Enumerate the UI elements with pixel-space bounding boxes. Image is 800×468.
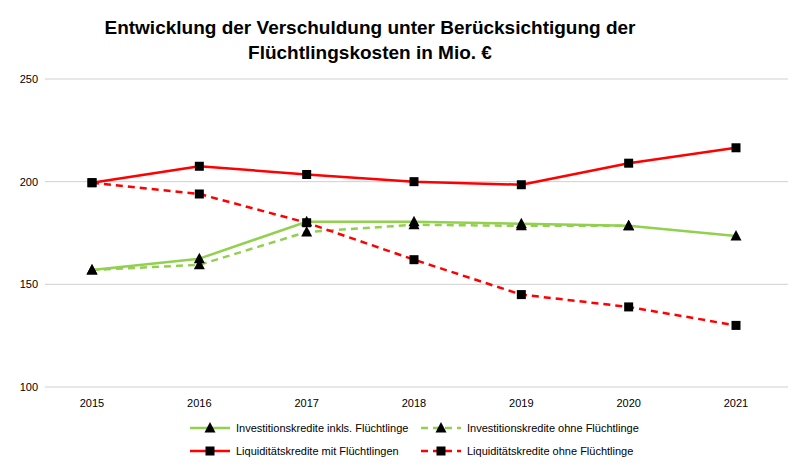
series-marker bbox=[87, 264, 98, 275]
legend-marker bbox=[206, 447, 215, 456]
legend-item: Investitionskredite inkls. Flüchtlinge bbox=[190, 422, 408, 434]
series-marker bbox=[516, 220, 527, 231]
y-tick-label: 150 bbox=[20, 278, 38, 290]
x-tick-label: 2020 bbox=[616, 397, 640, 409]
series-marker bbox=[195, 189, 204, 198]
title-line: Entwicklung der Verschuldung unter Berüc… bbox=[104, 17, 636, 38]
legend-marker bbox=[205, 422, 216, 433]
x-tick-label: 2018 bbox=[402, 397, 426, 409]
chart: Entwicklung der Verschuldung unter Berüc… bbox=[0, 0, 800, 468]
series-marker bbox=[623, 220, 634, 231]
legend-label: Investitionskredite ohne Flüchtlinge bbox=[467, 422, 639, 434]
y-tick-label: 250 bbox=[20, 73, 38, 85]
series-marker bbox=[517, 180, 526, 189]
series-marker bbox=[409, 219, 420, 230]
legend-item: Investitionskredite ohne Flüchtlinge bbox=[421, 422, 639, 434]
series-line bbox=[92, 225, 629, 270]
legend-label: Liquiditätskredite ohne Flüchtlinge bbox=[467, 445, 633, 457]
legend-marker bbox=[437, 447, 446, 456]
series-marker bbox=[302, 218, 311, 227]
series-marker bbox=[410, 177, 419, 186]
series-marker bbox=[624, 302, 633, 311]
series-marker bbox=[195, 162, 204, 171]
title-line: Flüchtlingskosten in Mio. € bbox=[248, 42, 492, 63]
x-tick-label: 2015 bbox=[80, 397, 104, 409]
legend-label: Investitionskredite inkls. Flüchtlinge bbox=[236, 422, 408, 434]
series-marker bbox=[88, 178, 97, 187]
series-marker bbox=[302, 170, 311, 179]
legend-label: Liquiditätskredite mit Flüchtlingen bbox=[236, 445, 399, 457]
legend-item: Liquiditätskredite mit Flüchtlingen bbox=[190, 445, 399, 457]
y-tick-label: 100 bbox=[20, 381, 38, 393]
grid-line bbox=[45, 284, 788, 285]
series-marker bbox=[623, 220, 634, 231]
grid-line bbox=[45, 387, 788, 388]
legend-marker bbox=[436, 422, 447, 433]
y-tick-label: 200 bbox=[20, 176, 38, 188]
x-tick-label: 2021 bbox=[724, 397, 748, 409]
x-tick-label: 2017 bbox=[294, 397, 318, 409]
plot-area bbox=[87, 143, 742, 330]
series-marker bbox=[731, 230, 742, 241]
series-marker bbox=[194, 259, 205, 270]
series-marker bbox=[87, 264, 98, 275]
grid-line bbox=[45, 79, 788, 80]
series-marker bbox=[732, 321, 741, 330]
x-tick-label: 2019 bbox=[509, 397, 533, 409]
x-tick-label: 2016 bbox=[187, 397, 211, 409]
series-marker bbox=[410, 255, 419, 264]
series-marker bbox=[624, 159, 633, 168]
series-marker bbox=[301, 226, 312, 237]
legend-item: Liquiditätskredite ohne Flüchtlinge bbox=[421, 445, 633, 457]
series-marker bbox=[88, 178, 97, 187]
title: Entwicklung der Verschuldung unter Berüc… bbox=[104, 17, 636, 63]
series-line bbox=[92, 183, 736, 326]
series-marker bbox=[732, 143, 741, 152]
series-marker bbox=[517, 290, 526, 299]
